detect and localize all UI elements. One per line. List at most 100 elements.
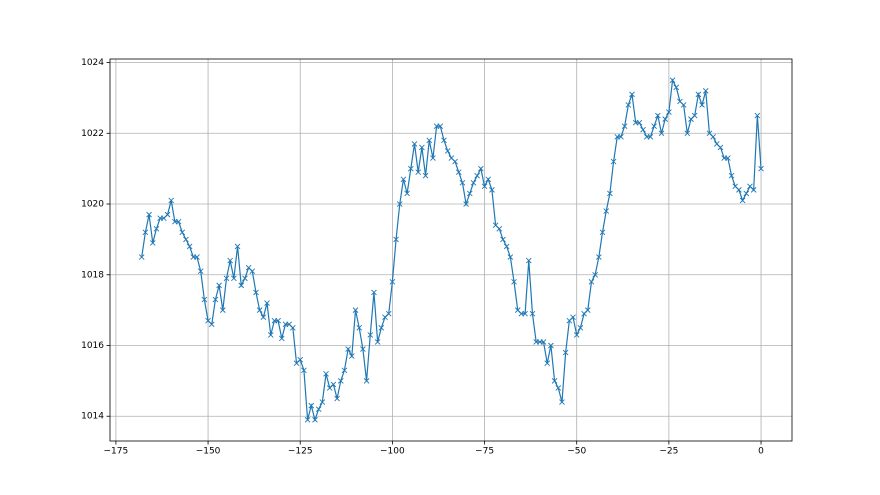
data-point — [304, 416, 311, 423]
x-tick-label: −50 — [567, 447, 586, 457]
data-point — [352, 307, 359, 313]
data-point — [400, 176, 407, 183]
data-point — [478, 165, 484, 172]
data-point — [367, 332, 374, 338]
data-line — [141, 78, 762, 422]
data-point — [208, 321, 215, 328]
data-point — [673, 84, 680, 91]
data-point — [149, 240, 156, 246]
data-point — [607, 190, 613, 197]
data-point — [337, 378, 344, 384]
data-point — [640, 126, 646, 133]
data-point — [758, 165, 764, 172]
data-point — [584, 307, 591, 313]
data-point — [603, 208, 610, 214]
data-point — [658, 130, 665, 137]
data-point — [599, 229, 606, 236]
data-point — [290, 324, 296, 331]
data-point — [186, 243, 193, 250]
data-point — [256, 307, 263, 313]
data-point — [430, 155, 436, 161]
data-point — [426, 137, 433, 144]
data-point — [555, 385, 562, 391]
x-tick-label: 0 — [758, 447, 764, 457]
data-point — [750, 187, 757, 193]
x-tick-label: −75 — [475, 447, 494, 457]
data-point — [691, 112, 698, 119]
data-point — [559, 399, 565, 405]
data-point — [654, 112, 661, 119]
data-point — [500, 236, 506, 243]
data-point — [522, 310, 528, 317]
data-point — [666, 109, 672, 115]
data-point — [415, 169, 422, 176]
data-point — [212, 296, 219, 303]
data-point — [260, 314, 267, 321]
data-point — [441, 137, 447, 144]
data-point — [275, 317, 281, 324]
y-tick-label: 1022 — [81, 129, 104, 139]
y-tick-label: 1018 — [81, 270, 104, 280]
data-point — [717, 144, 724, 151]
data-point — [736, 187, 742, 193]
data-point — [153, 225, 160, 232]
data-point — [470, 179, 477, 186]
data-point — [334, 395, 340, 402]
data-point — [455, 169, 462, 176]
x-tick-label: −25 — [659, 447, 678, 457]
data-point — [249, 268, 256, 275]
data-point — [625, 102, 632, 108]
data-point — [596, 254, 602, 260]
data-point — [684, 130, 691, 137]
data-point — [378, 324, 385, 331]
data-point — [474, 172, 480, 179]
data-point — [592, 271, 598, 278]
data-point — [278, 335, 285, 342]
data-point — [754, 112, 761, 119]
data-point — [680, 102, 687, 108]
data-point — [485, 176, 492, 183]
data-point — [544, 360, 551, 367]
data-point — [315, 406, 322, 412]
y-tick-label: 1024 — [81, 58, 104, 68]
data-point — [540, 339, 547, 345]
data-point — [223, 275, 230, 282]
data-point — [411, 141, 418, 147]
data-point — [349, 353, 355, 359]
data-point — [234, 243, 241, 250]
data-point — [389, 279, 396, 285]
y-tick-label: 1016 — [81, 341, 104, 351]
data-point — [507, 254, 514, 260]
data-point — [183, 236, 189, 243]
data-point — [647, 133, 654, 140]
data-point — [636, 119, 643, 126]
data-point — [216, 282, 222, 289]
data-point — [695, 91, 702, 98]
data-point — [588, 279, 595, 285]
data-point — [227, 257, 233, 264]
data-point — [404, 190, 410, 197]
data-point — [651, 123, 657, 130]
data-point — [489, 187, 495, 193]
data-point — [175, 218, 182, 225]
data-point — [385, 310, 392, 317]
data-point — [356, 324, 363, 331]
data-point — [319, 399, 326, 405]
data-point — [264, 300, 270, 306]
data-point — [253, 289, 259, 296]
data-point — [570, 314, 576, 321]
data-point — [669, 77, 676, 84]
data-point — [629, 91, 635, 98]
data-point — [459, 179, 466, 186]
data-point — [618, 133, 624, 140]
data-point — [562, 349, 569, 356]
data-point — [551, 378, 558, 384]
data-point — [503, 243, 510, 250]
data-point — [231, 275, 237, 282]
data-point — [238, 282, 245, 289]
x-tick-label: −100 — [380, 447, 405, 457]
data-point — [728, 172, 735, 179]
data-point — [511, 279, 517, 285]
data-point — [621, 123, 628, 130]
data-point — [312, 416, 318, 423]
